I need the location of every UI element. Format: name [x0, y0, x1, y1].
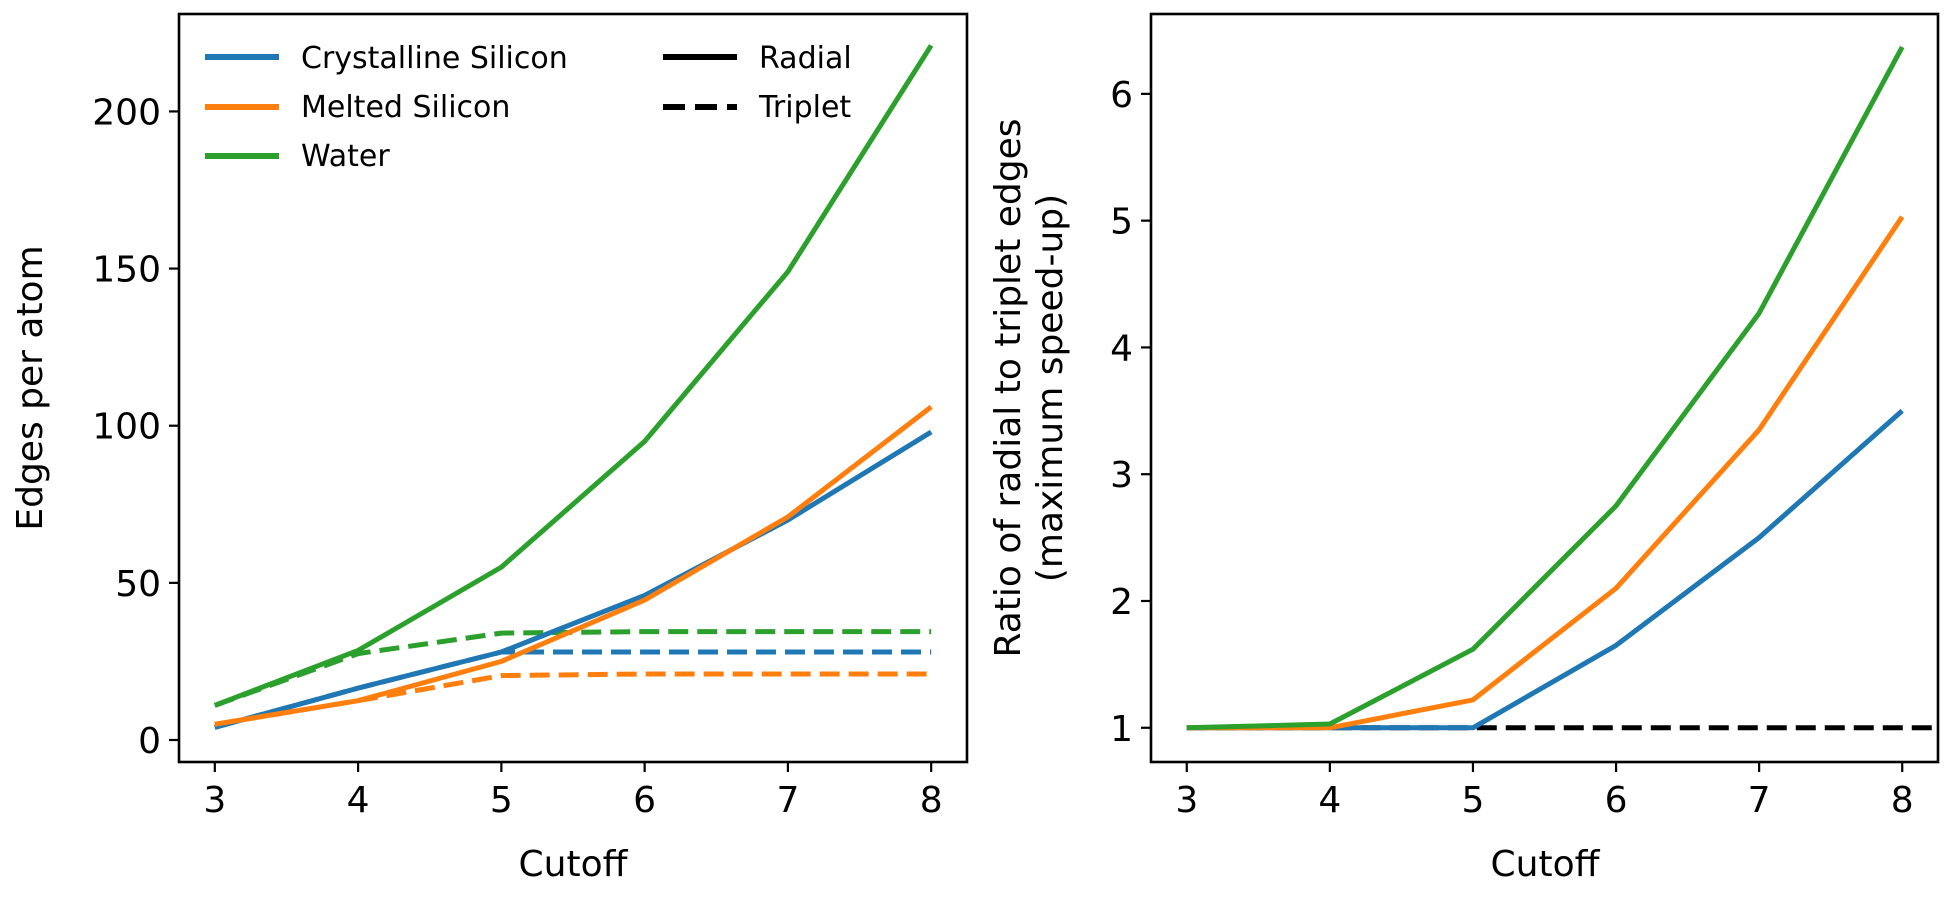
left-series-water-radial [213, 44, 934, 708]
left-y-axis-label: Edges per atom [10, 245, 51, 530]
left-x-tick-label: 7 [776, 780, 799, 821]
left-y-tick-label: 50 [115, 564, 161, 605]
right-y-ticks: 1 2 3 4 5 6 [1110, 75, 1151, 750]
legend-label-melted: Melted Silicon [301, 90, 510, 125]
right-y-tick-label: 3 [1110, 455, 1133, 496]
right-series-melted-silicon-ratio [1186, 215, 1905, 731]
right-x-tick-label: 8 [1891, 780, 1914, 821]
right-series-group [1186, 45, 1938, 731]
left-plot-frame [177, 12, 969, 764]
left-y-tick-label: 0 [138, 721, 161, 762]
right-x-tick-label: 3 [1175, 780, 1198, 821]
edges-per-atom-panel: 3 4 5 6 7 8 0 50 100 150 200 Cutoff Edges per ato… [10, 12, 969, 885]
left-y-ticks: 0 50 100 150 200 [92, 92, 179, 762]
right-x-tick-label: 6 [1605, 780, 1628, 821]
legend: Crystalline Silicon Melted Silicon Water… [205, 41, 852, 174]
ratio-panel: 3 4 5 6 7 8 1 2 3 4 5 6 Cutoff Ratio of radial to … [988, 12, 1940, 885]
left-x-ticks: 3 4 5 6 7 8 [203, 762, 943, 821]
right-series-crystalline-silicon-ratio [1186, 408, 1904, 731]
legend-label-crystalline: Crystalline Silicon [301, 41, 568, 76]
left-y-tick-label: 150 [92, 250, 161, 291]
left-series-group [213, 44, 934, 730]
right-y-tick-label: 6 [1110, 75, 1133, 116]
left-x-tick-label: 8 [920, 780, 943, 821]
left-x-tick-label: 4 [347, 780, 370, 821]
right-x-ticks: 3 4 5 6 7 8 [1175, 762, 1914, 821]
right-x-tick-label: 5 [1462, 780, 1485, 821]
left-x-tick-label: 5 [490, 780, 513, 821]
right-y-tick-label: 1 [1110, 709, 1133, 750]
right-x-tick-label: 7 [1748, 780, 1771, 821]
right-x-tick-label: 4 [1318, 780, 1341, 821]
right-x-axis-label: Cutoff [1491, 844, 1601, 885]
left-y-tick-label: 100 [92, 407, 161, 448]
legend-label-radial: Radial [759, 41, 852, 76]
right-series-water-ratio [1186, 45, 1905, 731]
right-y-tick-label: 2 [1110, 582, 1133, 623]
left-x-axis-label: Cutoff [519, 844, 629, 885]
legend-label-triplet: Triplet [758, 90, 851, 125]
right-y-axis-label-secondary: (maximum speed-up) [1030, 194, 1071, 582]
left-x-tick-label: 6 [633, 780, 656, 821]
right-plot-frame [1149, 12, 1940, 764]
left-y-tick-label: 200 [92, 92, 161, 133]
right-y-tick-label: 4 [1110, 328, 1133, 369]
right-y-tick-label: 5 [1110, 202, 1133, 243]
legend-label-water: Water [301, 139, 390, 174]
left-series-crystalline-silicon-radial [214, 429, 933, 730]
right-y-axis-label: Ratio of radial to triplet edges [988, 118, 1029, 657]
left-series-melted-silicon-radial [214, 404, 933, 727]
left-x-tick-label: 3 [203, 780, 226, 821]
left-series-water-triplet [213, 629, 932, 708]
